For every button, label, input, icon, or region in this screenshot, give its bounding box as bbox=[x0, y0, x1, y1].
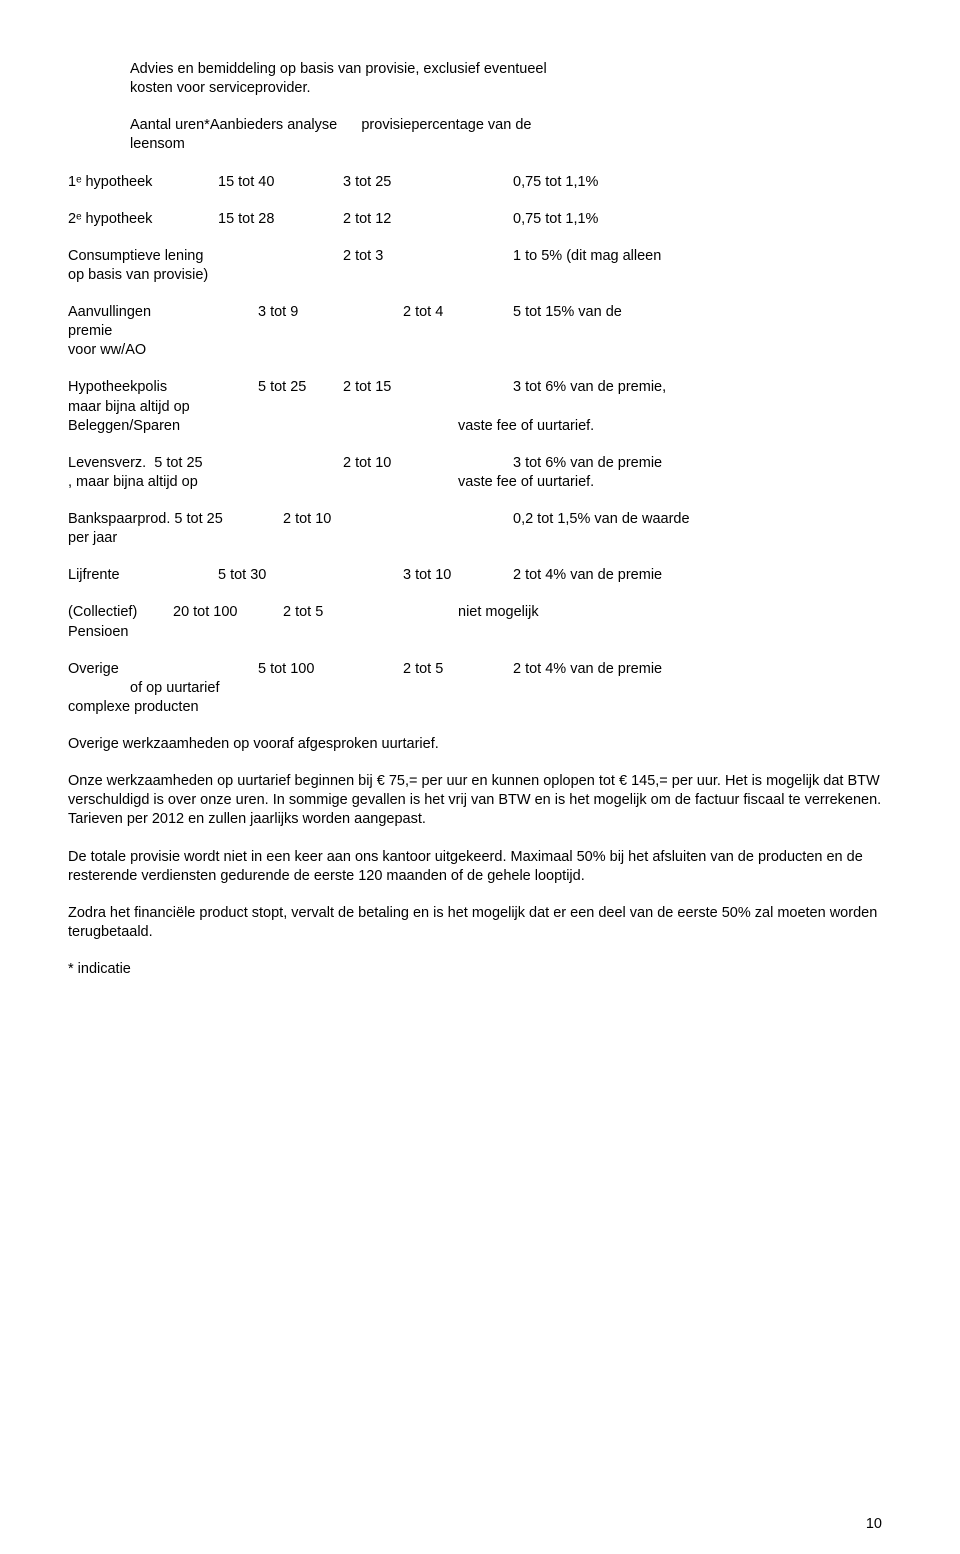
row-collectief: (Collectief) Pensioen 20 tot 100 2 tot 5… bbox=[68, 603, 892, 641]
uren: 15 tot 28 bbox=[218, 210, 343, 229]
label-sub: op basis van provisie) bbox=[68, 267, 208, 283]
prov: 3 tot 6% van de premie, bbox=[458, 379, 666, 395]
analyse: 3 tot 10 bbox=[403, 566, 513, 585]
row-overige: Overige of op uurtarief complexe product… bbox=[68, 660, 892, 717]
label-sub: Pensioen bbox=[68, 624, 128, 640]
uren: 3 tot 9 bbox=[258, 303, 403, 360]
uren: 5 tot 25 bbox=[174, 511, 222, 527]
analyse: 2 tot 4 bbox=[403, 303, 513, 360]
prov-sub: vaste fee of uurtarief. bbox=[458, 418, 594, 434]
prov-col: 3 tot 6% van de premie, vaste fee of uur… bbox=[458, 378, 892, 435]
prov: niet mogelijk bbox=[458, 603, 892, 641]
analyse: 2 tot 10 bbox=[343, 454, 458, 492]
intro-line: kosten voor serviceprovider. bbox=[130, 80, 311, 96]
analyse: 2 tot 3 bbox=[343, 247, 458, 285]
label-sub: complexe producten bbox=[68, 699, 199, 715]
label: 2ᵉ hypotheek bbox=[68, 210, 218, 229]
analyse: 2 tot 15 bbox=[343, 378, 458, 435]
label: Overige bbox=[68, 661, 119, 677]
label-sub: voor ww/AO bbox=[68, 342, 146, 358]
row-hyp1: 1ᵉ hypotheek 15 tot 40 3 tot 25 0,75 tot… bbox=[68, 173, 892, 192]
label-col: Bankspaarprod. 5 tot 25 per jaar bbox=[68, 510, 283, 548]
para-provisie: De totale provisie wordt niet in een kee… bbox=[68, 848, 892, 886]
hdr: provisiepercentage van de bbox=[361, 117, 531, 133]
prov-col: 3 tot 6% van de premie vaste fee of uurt… bbox=[458, 454, 892, 492]
row-levensverz: Levensverz. 5 tot 25 , maar bijna altijd… bbox=[68, 454, 892, 492]
row-hyp2: 2ᵉ hypotheek 15 tot 28 2 tot 12 0,75 tot… bbox=[68, 210, 892, 229]
label-col: Hypotheekpolis maar bijna altijd op Bele… bbox=[68, 378, 258, 435]
label-col: Aanvullingen premie voor ww/AO bbox=[68, 303, 258, 360]
prov: 0,2 tot 1,5% van de waarde bbox=[458, 510, 892, 548]
uren: 5 tot 100 bbox=[258, 660, 403, 717]
label-sub: per jaar bbox=[68, 530, 117, 546]
uren: 20 tot 100 bbox=[173, 603, 283, 641]
label: (Collectief) bbox=[68, 604, 137, 620]
label-col: (Collectief) Pensioen bbox=[68, 603, 173, 641]
prov: 2 tot 4% van de premie bbox=[513, 660, 892, 717]
label-sub: premie bbox=[68, 323, 112, 339]
label-sub: maar bijna altijd op bbox=[68, 399, 190, 415]
label: Aanvullingen bbox=[68, 304, 151, 320]
label: 1ᵉ hypotheek bbox=[68, 173, 218, 192]
row-bankspaar: Bankspaarprod. 5 tot 25 per jaar 2 tot 1… bbox=[68, 510, 892, 548]
label-col: Consumptieve lening op basis van provisi… bbox=[68, 247, 343, 285]
prov-sub: vaste fee of uurtarief. bbox=[458, 474, 594, 490]
prov: 0,75 tot 1,1% bbox=[458, 210, 892, 229]
label-col: Levensverz. 5 tot 25 , maar bijna altijd… bbox=[68, 454, 258, 492]
analyse: 3 tot 25 bbox=[343, 173, 458, 192]
indicatie-note: * indicatie bbox=[68, 960, 892, 979]
intro-line: Advies en bemiddeling op basis van provi… bbox=[130, 61, 547, 77]
label: Lijfrente bbox=[68, 566, 218, 585]
label: Bankspaarprod. bbox=[68, 511, 170, 527]
header-block: Aantal uren*Aanbieders analyse provisiep… bbox=[68, 116, 892, 154]
uren: 15 tot 40 bbox=[218, 173, 343, 192]
label: Hypotheekpolis bbox=[68, 379, 167, 395]
analyse: 2 tot 5 bbox=[403, 660, 513, 717]
analyse: 2 tot 10 bbox=[283, 510, 458, 548]
analyse: 2 tot 12 bbox=[343, 210, 458, 229]
label-sub: of op uurtarief bbox=[68, 680, 219, 696]
uren: 5 tot 25 bbox=[154, 455, 202, 471]
row-lijfrente: Lijfrente 5 tot 30 3 tot 10 2 tot 4% van… bbox=[68, 566, 892, 585]
prov: 2 tot 4% van de premie bbox=[513, 566, 892, 585]
intro-block: Advies en bemiddeling op basis van provi… bbox=[68, 60, 892, 98]
hdr: Aantal uren* bbox=[130, 117, 210, 133]
para-uurtarief: Onze werkzaamheden op uurtarief beginnen… bbox=[68, 772, 892, 829]
row-consumptief: Consumptieve lening op basis van provisi… bbox=[68, 247, 892, 285]
prov: 5 tot 15% van de bbox=[513, 303, 892, 360]
label: Levensverz. bbox=[68, 455, 146, 471]
label-sub: , maar bijna altijd op bbox=[68, 474, 198, 490]
prov: 0,75 tot 1,1% bbox=[458, 173, 892, 192]
uren: 5 tot 30 bbox=[218, 566, 403, 585]
prov: 1 to 5% (dit mag alleen bbox=[458, 247, 892, 285]
hdr: leensom bbox=[130, 136, 185, 152]
prov: 3 tot 6% van de premie bbox=[458, 455, 662, 471]
row-hypotheekpolis: Hypotheekpolis maar bijna altijd op Bele… bbox=[68, 378, 892, 435]
row-aanvullingen: Aanvullingen premie voor ww/AO 3 tot 9 2… bbox=[68, 303, 892, 360]
label-col: Overige of op uurtarief complexe product… bbox=[68, 660, 258, 717]
para-product-stopt: Zodra het financiële product stopt, verv… bbox=[68, 904, 892, 942]
analyse: 2 tot 5 bbox=[283, 603, 458, 641]
para-overige-werk: Overige werkzaamheden op vooraf afgespro… bbox=[68, 735, 892, 754]
page-number: 10 bbox=[866, 1515, 882, 1534]
label-sub: Beleggen/Sparen bbox=[68, 418, 180, 434]
label: Consumptieve lening bbox=[68, 248, 203, 264]
hdr: Aanbieders analyse bbox=[210, 117, 337, 133]
uren: 5 tot 25 bbox=[258, 378, 343, 435]
